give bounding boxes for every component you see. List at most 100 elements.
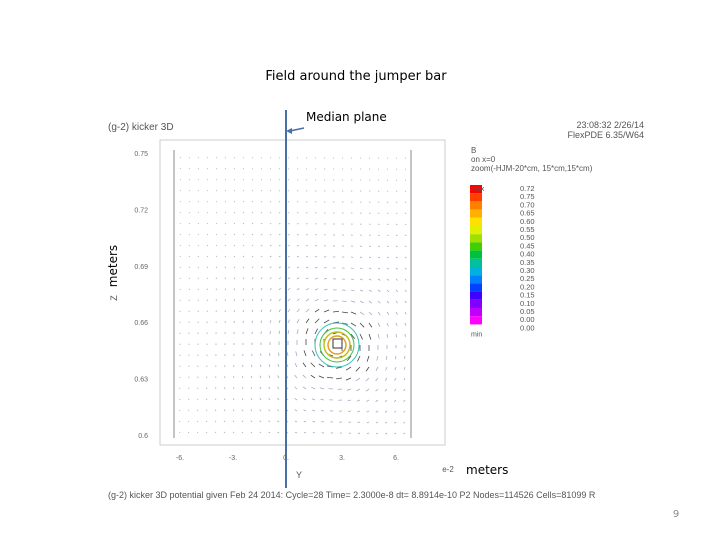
- field-vector: [260, 244, 263, 247]
- field-vector: [385, 366, 388, 371]
- field-vector: [294, 409, 298, 412]
- page-number: 9: [673, 509, 679, 520]
- field-vector: [242, 266, 245, 269]
- field-vector: [250, 431, 253, 434]
- field-vector: [386, 311, 390, 316]
- colorbar-label: 0.50: [520, 233, 535, 242]
- field-vector: [357, 355, 361, 362]
- field-vector: [294, 374, 298, 379]
- field-vector: [305, 298, 310, 302]
- field-vector: [242, 211, 245, 214]
- field-vector: [215, 398, 217, 401]
- plot-frame: [159, 139, 446, 446]
- field-vector: [188, 168, 191, 170]
- field-vector: [377, 300, 381, 304]
- x-tick-label: 3.: [339, 455, 345, 462]
- field-vector: [368, 300, 373, 304]
- field-vector: [233, 266, 236, 269]
- field-vector: [241, 398, 244, 401]
- field-vector: [188, 222, 190, 225]
- y-axis-note: meters: [106, 245, 120, 287]
- field-vector: [286, 352, 289, 357]
- field-vector: [341, 300, 347, 302]
- field-vector: [242, 277, 245, 280]
- field-vector: [179, 168, 182, 170]
- field-vector: [350, 333, 356, 339]
- field-vector: [232, 420, 235, 423]
- field-vector: [233, 233, 236, 236]
- field-vector: [224, 277, 227, 280]
- contour: [323, 331, 351, 359]
- field-vector: [375, 432, 379, 435]
- field-vector: [305, 318, 310, 324]
- y-tick-label: 0.6: [138, 433, 148, 440]
- contours: [314, 322, 360, 368]
- colorbar-label: 0.00: [520, 323, 535, 332]
- field-vector: [287, 255, 290, 258]
- field-vector: [319, 387, 325, 390]
- field-vector: [206, 266, 209, 269]
- field-vector: [278, 277, 281, 280]
- field-vector: [377, 278, 381, 281]
- field-vector: [224, 190, 227, 192]
- field-vector: [241, 387, 244, 390]
- field-vector: [403, 399, 406, 403]
- field-vector: [224, 244, 227, 247]
- field-vector: [250, 409, 253, 412]
- field-vector: [394, 355, 397, 360]
- field-vector: [259, 375, 262, 379]
- field-vector: [268, 420, 271, 423]
- field-vector: [215, 244, 218, 247]
- field-vector: [305, 255, 309, 258]
- field-vector: [215, 288, 217, 291]
- field-vector: [395, 300, 398, 304]
- field-vector: [376, 355, 379, 361]
- field-vector: [233, 211, 236, 214]
- field-vector: [386, 212, 389, 214]
- field-vector: [179, 157, 182, 159]
- field-vector: [368, 289, 372, 292]
- field-vector: [242, 190, 245, 192]
- field-vector: [197, 266, 199, 269]
- field-vector: [241, 431, 244, 434]
- field-vector: [314, 298, 319, 302]
- field-vector: [215, 233, 218, 236]
- field-vector: [303, 350, 307, 357]
- field-vector: [179, 211, 181, 214]
- field-vector: [269, 298, 272, 302]
- field-vector: [368, 256, 372, 259]
- field-vector: [260, 255, 263, 258]
- plot-title: (g-2) kicker 3D: [108, 122, 174, 133]
- field-vector: [337, 388, 343, 390]
- field-vector: [303, 420, 307, 423]
- y-tick-label: 0.66: [134, 320, 148, 327]
- field-vector: [277, 352, 280, 357]
- field-vector: [314, 266, 318, 269]
- field-vector: [296, 277, 300, 280]
- field-vector: [355, 366, 361, 372]
- field-vector: [206, 179, 209, 181]
- field-vector: [206, 409, 208, 412]
- footer: (g-2) kicker 3D potential given Feb 24 2…: [108, 490, 596, 500]
- field-vector: [356, 399, 361, 402]
- field-vector: [305, 308, 310, 313]
- field-vector: [188, 255, 190, 258]
- field-vector: [375, 399, 379, 403]
- field-vector: [251, 288, 254, 291]
- field-vector: [251, 266, 254, 269]
- field-vector: [384, 377, 388, 382]
- field-vector: [206, 398, 208, 401]
- field-vector: [395, 245, 398, 248]
- field-vector: [314, 328, 319, 335]
- field-vector: [197, 201, 199, 203]
- colorbar-label: 0.05: [520, 307, 535, 316]
- field-vector: [395, 278, 398, 281]
- field-vector: [287, 223, 290, 225]
- field-vector: [223, 431, 226, 434]
- field-vector: [233, 222, 236, 225]
- y-tick-label: 0.63: [134, 377, 148, 384]
- field-vector: [323, 288, 328, 291]
- field-vector: [269, 255, 272, 258]
- field-vector: [287, 330, 290, 335]
